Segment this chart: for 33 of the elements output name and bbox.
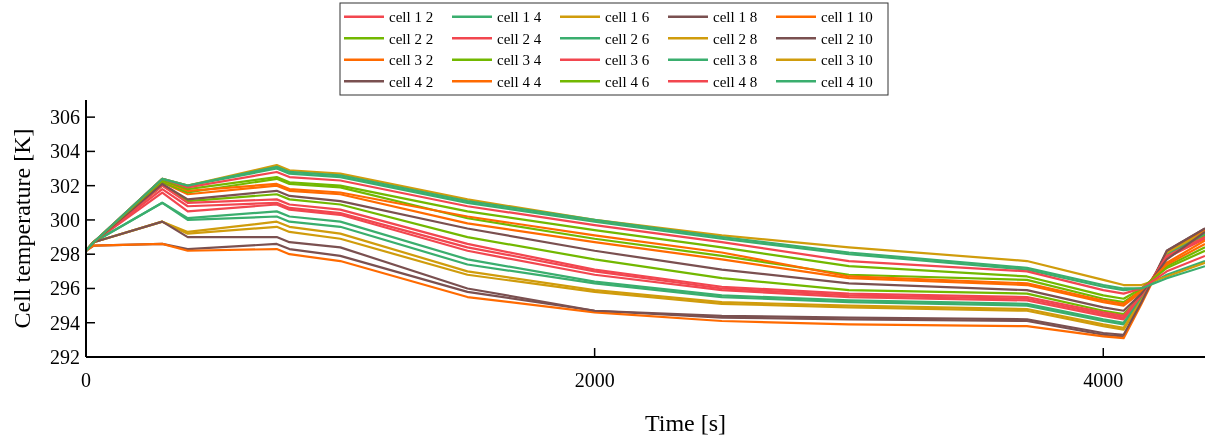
legend-label: cell 1 6 bbox=[605, 9, 650, 25]
legend-label: cell 1 4 bbox=[497, 9, 542, 25]
y-tick-label: 296 bbox=[50, 277, 80, 300]
y-tick-label: 304 bbox=[50, 140, 80, 163]
legend-label: cell 3 8 bbox=[713, 52, 758, 68]
legend-label: cell 4 2 bbox=[389, 73, 434, 90]
x-tick-label: 2000 bbox=[574, 369, 615, 391]
legend-label: cell 2 2 bbox=[389, 30, 434, 47]
y-tick-label: 302 bbox=[50, 174, 80, 197]
legend-label: cell 4 6 bbox=[605, 73, 650, 90]
legend-label: cell 4 8 bbox=[713, 73, 758, 90]
x-tick-label: 4000 bbox=[1083, 369, 1124, 391]
y-tick-label: 300 bbox=[50, 208, 80, 231]
x-tick-label: 0 bbox=[81, 369, 91, 391]
x-axis-title: Time [s] bbox=[644, 410, 727, 436]
legend-label: cell 2 6 bbox=[605, 30, 650, 47]
legend-label: cell 1 8 bbox=[713, 9, 758, 25]
legend-label: cell 2 4 bbox=[497, 30, 542, 47]
y-tick-label: 306 bbox=[50, 106, 80, 129]
legend-label: cell 1 10 bbox=[821, 9, 873, 25]
y-tick-label: 292 bbox=[50, 346, 80, 368]
legend-label: cell 2 8 bbox=[713, 30, 758, 47]
legend-label: cell 3 10 bbox=[821, 52, 873, 68]
legend-label: cell 3 2 bbox=[389, 52, 434, 68]
legend-label: cell 4 10 bbox=[821, 73, 873, 90]
y-tick-label: 298 bbox=[50, 243, 80, 266]
legend-label: cell 2 10 bbox=[821, 30, 873, 47]
y-tick-label: 294 bbox=[50, 311, 80, 334]
legend-label: cell 4 4 bbox=[497, 73, 542, 90]
y-axis-title: Cell temperature [K] bbox=[9, 128, 35, 329]
legend-label: cell 3 4 bbox=[497, 52, 542, 68]
legend-label: cell 1 2 bbox=[389, 9, 434, 25]
legend-label: cell 3 6 bbox=[605, 52, 650, 68]
